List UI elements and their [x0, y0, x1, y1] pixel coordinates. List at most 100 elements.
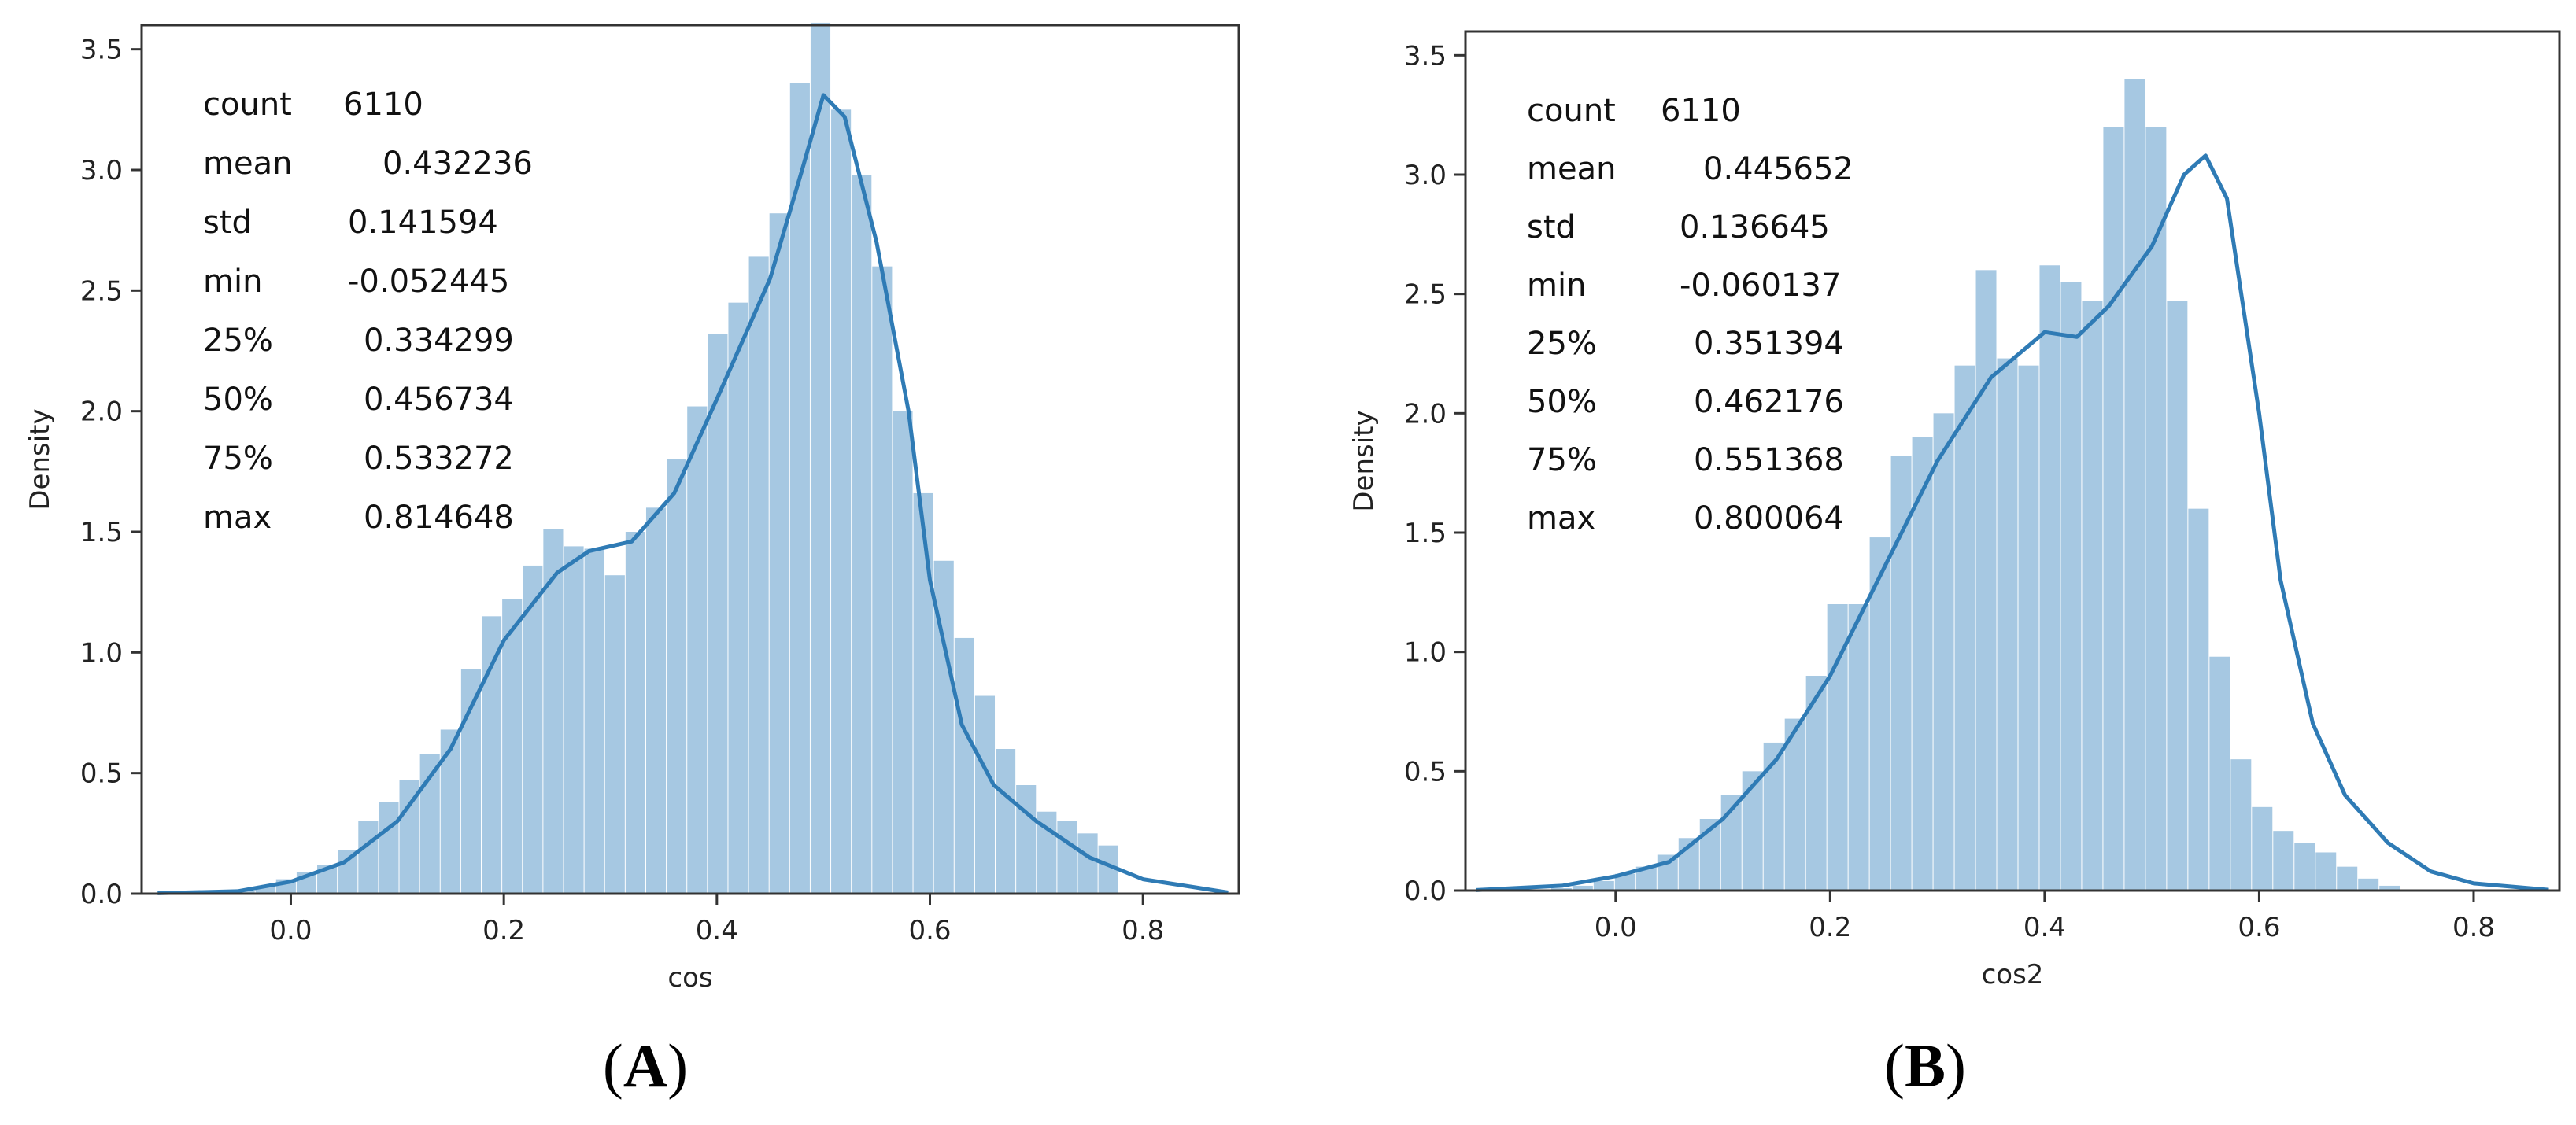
- histogram-bar: [831, 109, 852, 894]
- histogram-bar: [645, 507, 667, 894]
- histogram-bar: [2039, 265, 2060, 891]
- histogram-bar: [1657, 854, 1678, 891]
- histogram-bar: [2252, 806, 2273, 891]
- x-tick-label: 0.0: [1595, 912, 1637, 943]
- y-tick-label: 1.5: [1404, 518, 1447, 549]
- y-tick-label: 2.5: [80, 275, 123, 307]
- histogram-bar: [2230, 759, 2252, 891]
- stat-label: 25%: [1527, 326, 1597, 362]
- stat-value: 0.456734: [364, 382, 514, 418]
- histogram-bar: [852, 175, 872, 894]
- y-tick-label: 3.0: [1404, 160, 1447, 191]
- y-tick-label: 3.5: [1404, 40, 1447, 72]
- y-tick-label: 1.5: [80, 517, 123, 548]
- histogram-bar: [625, 532, 645, 894]
- chart-panel-a: 0.0 0.2 0.4 0.6 0.8 0.0 0.5 1.0 1.5 2.0 2.5 3.0 3.5 c…: [24, 22, 1240, 994]
- histogram-bar: [1572, 885, 1593, 891]
- stat-label: min: [1527, 267, 1586, 304]
- histogram-bar: [523, 565, 543, 894]
- histogram-bar: [789, 83, 810, 894]
- histogram-bar: [2315, 852, 2337, 891]
- stat-label: 75%: [1527, 442, 1597, 478]
- stat-value: 0.351394: [1694, 326, 1844, 362]
- x-tick-label: 0.0: [269, 915, 312, 946]
- stat-value: -0.052445: [348, 264, 509, 300]
- stat-label: 50%: [203, 382, 273, 418]
- histogram-bar: [1890, 456, 1912, 891]
- histogram-bar: [1077, 833, 1098, 894]
- histogram-bar: [440, 729, 460, 894]
- histogram-bar: [543, 529, 564, 894]
- stat-label: mean: [1527, 151, 1616, 187]
- x-tick-label: 0.2: [1809, 912, 1851, 943]
- histogram-bar: [708, 334, 728, 894]
- y-tick-label: 2.0: [1404, 398, 1447, 430]
- histogram-bar: [687, 406, 708, 894]
- y-tick-label: 0.5: [1404, 756, 1447, 788]
- histogram-bar: [2060, 282, 2082, 891]
- x-axis-label: cos2: [1982, 959, 2044, 990]
- histogram-bar: [2103, 127, 2124, 891]
- histogram-bar: [1784, 718, 1805, 891]
- x-tick-label: 0.6: [2238, 912, 2280, 943]
- stat-value: 0.432236: [383, 146, 533, 182]
- stat-label: count: [1527, 93, 1616, 129]
- histogram-bar: [954, 637, 974, 894]
- histogram-bar: [996, 749, 1016, 894]
- histogram-bar: [913, 492, 933, 894]
- y-tick-label: 0.0: [1404, 876, 1447, 907]
- stat-value: 0.533272: [364, 441, 514, 477]
- x-tick-label: 0.8: [1122, 915, 1164, 946]
- histogram-bar: [2188, 508, 2209, 891]
- y-tick-label: 1.0: [1404, 637, 1447, 669]
- stat-value: 0.462176: [1694, 384, 1844, 420]
- histogram-bar: [2379, 885, 2400, 891]
- y-axis-label: Density: [1348, 410, 1380, 511]
- chart-panel-b: 0.0 0.2 0.4 0.6 0.8 0.0 0.5 1.0 1.5 2.0 2.5 3.0 3.5 c…: [1348, 30, 2561, 990]
- histogram-bar: [1933, 413, 1954, 891]
- stat-value: 0.334299: [364, 323, 514, 359]
- caption-a: (A): [602, 1031, 689, 1100]
- histogram-bar: [358, 821, 379, 894]
- histogram-bar: [2018, 365, 2039, 891]
- histogram-bar: [974, 695, 996, 894]
- histogram-bar: [1614, 873, 1635, 891]
- histogram-bar: [2337, 866, 2358, 891]
- stat-value: -0.060137: [1680, 267, 1841, 304]
- histogram-bar: [482, 616, 502, 894]
- y-tick-label: 0.5: [80, 758, 123, 790]
- histogram-bar: [810, 22, 831, 894]
- stat-label: mean: [203, 146, 292, 182]
- kde-line: [157, 93, 1229, 895]
- y-tick-label: 1.0: [80, 637, 123, 669]
- histogram-bar: [1912, 437, 1933, 891]
- stat-label: 75%: [203, 441, 273, 477]
- histogram-bar: [604, 575, 625, 894]
- kde-line: [1476, 153, 2549, 892]
- y-tick-label: 2.0: [80, 397, 123, 428]
- stat-value: 0.141594: [348, 205, 498, 241]
- stats-annotation: count 6110 mean 0.445652 std 0.136645 min -0.06…: [1527, 93, 1853, 537]
- y-tick-label: 3.0: [80, 155, 123, 186]
- stat-value: 0.445652: [1703, 151, 1853, 187]
- histogram-bar: [584, 548, 604, 894]
- histogram-bar: [893, 411, 913, 894]
- x-tick-label: 0.4: [2023, 912, 2066, 943]
- histogram-bar: [1057, 821, 1077, 894]
- y-tick-label: 0.0: [80, 879, 123, 910]
- histogram-bar: [255, 886, 275, 894]
- plot-frame: [140, 24, 1240, 895]
- x-tick-label: 0.2: [482, 915, 525, 946]
- histogram-bar: [1975, 270, 1997, 891]
- histogram-bar: [1550, 887, 1572, 891]
- y-tick-label: 3.5: [80, 35, 123, 66]
- histogram-bar: [1593, 880, 1614, 891]
- plot-frame: [1464, 30, 2561, 892]
- x-tick-label: 0.6: [908, 915, 951, 946]
- stat-label: min: [203, 264, 262, 300]
- histogram-bar: [748, 256, 769, 894]
- histogram-bars: [1550, 79, 2400, 891]
- stat-label: max: [203, 500, 272, 536]
- histogram-bar: [728, 302, 748, 894]
- histogram-bar: [2209, 656, 2230, 891]
